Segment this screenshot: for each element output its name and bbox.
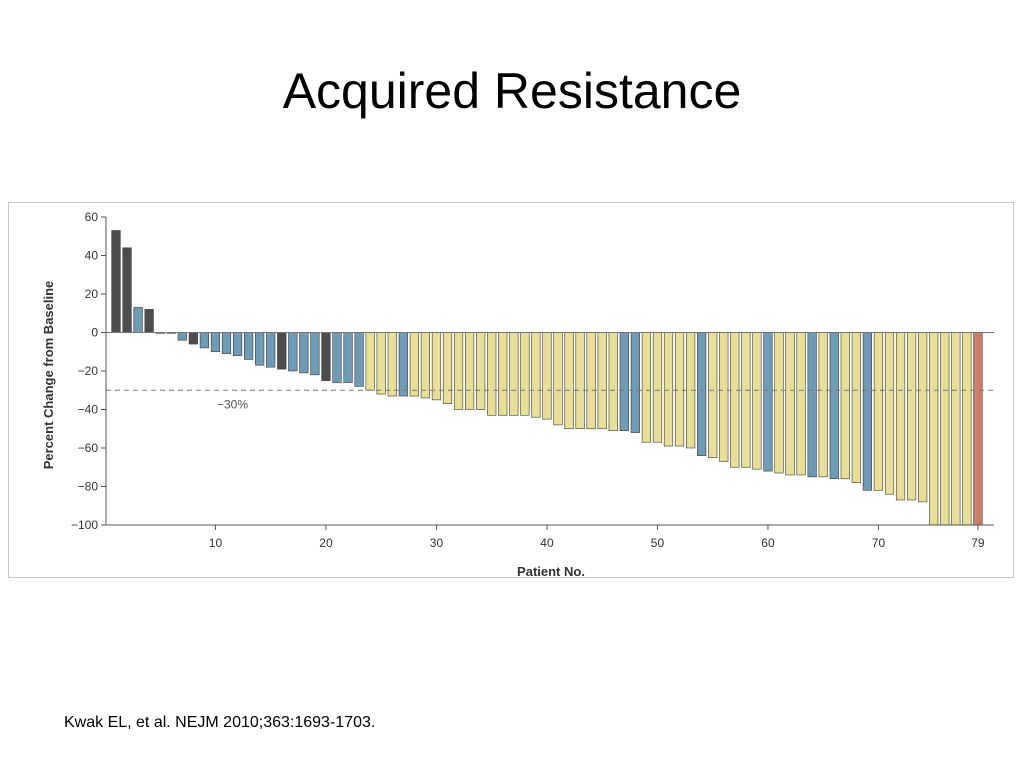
bar-patient-42 [564,332,574,430]
bar-patient-23 [354,332,364,387]
bar-patient-64 [807,332,817,478]
bar-patient-37 [509,332,519,416]
waterfall-chart: −30% 60 40 20 0 −20 −40 −60 −80 −100 10 20 30 40 50 60 7… [41,210,994,577]
bar-patient-39 [531,332,541,418]
bar-patient-65 [818,332,828,478]
bar-patient-78 [962,332,972,526]
bar-patient-69 [862,332,872,491]
bar-patient-45 [597,332,607,430]
bar-patient-27 [398,332,408,397]
x-tick-label: 60 [761,536,775,550]
bar-patient-76 [940,332,950,526]
bar-patient-14 [255,332,265,366]
y-tick-label: −40 [78,403,99,417]
bar-patient-33 [464,332,475,410]
bar-patient-47 [619,332,629,431]
bar-patient-43 [575,332,585,430]
bar-patient-60 [763,332,773,472]
y-tick-label: 0 [91,326,98,340]
bar-patient-18 [299,332,309,374]
bar-patient-73 [906,332,917,501]
bar-patient-49 [641,332,651,443]
bar-patient-75 [929,332,939,526]
bar-patient-21 [332,332,342,383]
bar-patient-38 [520,332,530,416]
bar-patient-48 [630,332,640,433]
citation: Kwak EL, et al. NEJM 2010;363:1693-1703. [64,714,376,731]
bar-patient-7 [177,332,187,341]
bar-patient-13 [244,332,254,360]
bar-patient-19 [310,332,320,376]
y-tick-label: −20 [78,364,99,378]
bar-patient-68 [851,332,861,483]
bar-patient-17 [288,332,298,372]
bar-patient-32 [453,332,464,410]
reference-line-label: −30% [217,397,248,411]
bar-patient-46 [608,332,618,431]
bar-patient-10 [210,332,221,353]
bar-patient-15 [266,332,276,368]
x-tick-label: 30 [430,536,444,550]
y-tick-label: 60 [85,210,99,224]
bar-patient-8 [188,332,198,345]
bar-patient-9 [199,332,210,349]
bar-patient-29 [420,332,431,399]
bar-patient-2 [122,247,132,333]
bar-patient-3 [133,307,143,333]
bar-patient-34 [476,332,486,410]
bar-patient-71 [884,332,895,495]
bar-patient-63 [796,332,806,476]
bar-patient-16 [277,332,287,370]
bar-patient-58 [741,332,751,468]
bar-patient-62 [785,332,795,476]
bar-patient-31 [442,332,453,405]
bar-patient-52 [674,332,685,447]
chart-figure: −30% 60 40 20 0 −20 −40 −60 −80 −100 10 20 30 40 50 60 7… [8,202,1014,578]
bar-patient-56 [719,332,729,462]
bar-patient-59 [752,332,762,470]
bar-patient-11 [221,332,232,354]
x-tick-label: 10 [209,536,223,550]
bar-patient-55 [708,332,718,458]
y-axis-label: Percent Change from Baseline [41,281,56,470]
bar-patient-77 [951,332,961,526]
bar-patient-51 [663,332,674,447]
bar-patient-72 [895,332,906,501]
bar-patient-28 [409,332,419,397]
y-tick-label: −80 [78,480,99,494]
bar-patient-57 [730,332,740,468]
bar-patient-50 [652,332,663,443]
bar-patient-61 [774,332,784,474]
bar-patient-1 [111,230,121,333]
bar-patient-24 [365,332,375,391]
y-tick-label: −60 [78,441,99,455]
bar-patient-12 [232,332,243,356]
y-tick-label: 20 [85,287,99,301]
bar-patient-70 [873,332,884,491]
bar-patient-26 [387,332,397,397]
x-tick-label: 70 [872,536,886,550]
x-axis-label: Patient No. [517,564,585,577]
y-tick-label: −100 [71,518,98,532]
bar-patient-54 [697,332,707,456]
bar-patient-74 [918,332,928,503]
bar-patient-40 [542,332,552,420]
bar-patient-79 [973,332,983,526]
bar-patient-35 [487,332,497,416]
x-tick-label: 79 [971,536,985,550]
bar-patient-22 [343,332,353,383]
bar-patient-25 [376,332,386,395]
bar-patient-36 [498,332,508,416]
bar-patient-66 [829,332,839,480]
bar-patient-41 [553,332,563,426]
y-tick-label: 40 [85,249,99,263]
slide-title: Acquired Resistance [282,63,742,119]
x-tick-label: 40 [540,536,554,550]
bar-patient-44 [586,332,596,430]
bar-patient-67 [840,332,850,480]
bar-patient-20 [321,332,331,381]
x-tick-label: 20 [319,536,333,550]
bar-patient-4 [144,309,154,333]
x-tick-label: 50 [651,536,665,550]
